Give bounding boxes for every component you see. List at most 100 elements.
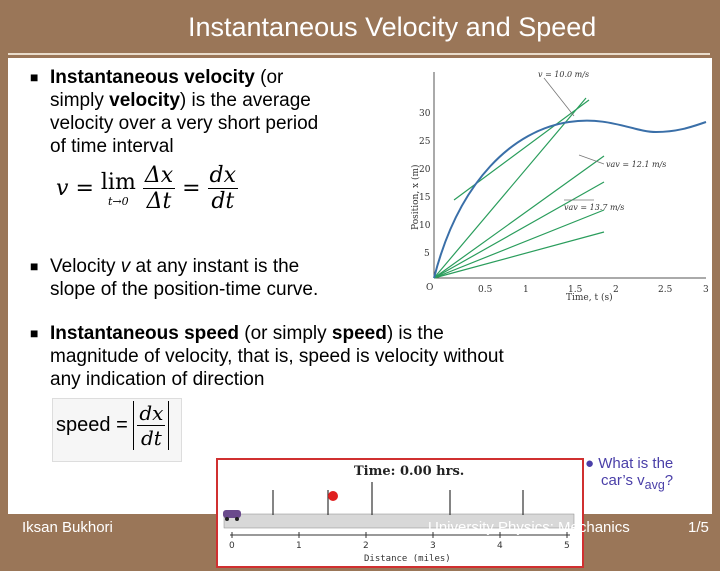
text-fragment: ) is the <box>386 323 444 344</box>
denominator: dt <box>211 189 235 214</box>
slide-title: Instantaneous Velocity and Speed <box>188 12 597 42</box>
annotation-leader <box>543 77 575 117</box>
red-ball <box>328 491 338 501</box>
denominator: dt <box>140 426 162 450</box>
car-icon <box>223 510 241 518</box>
distance-tick-label: 5 <box>564 541 570 551</box>
road <box>223 513 575 529</box>
x-tick-label: 2.5 <box>658 285 673 295</box>
y-tick-label: 5 <box>424 249 430 259</box>
formula-equals: = <box>116 414 128 436</box>
y-tick-label: 20 <box>419 165 431 175</box>
bullet-velocity-slope: ■ Velocity v at any instant is the slope… <box>30 255 400 301</box>
x-tick-label: 1.5 <box>568 285 583 295</box>
distance-tick-label: 3 <box>430 541 436 551</box>
variable-v: v <box>120 256 131 277</box>
origin-label: O <box>426 283 433 293</box>
annotation-vav-mid: vav = 12.1 m/s <box>606 160 666 169</box>
footer-page-number: 1/5 <box>688 519 709 536</box>
text-fragment: (or <box>254 67 284 88</box>
distance-tick-label: 4 <box>497 541 503 551</box>
secant-line <box>433 97 587 279</box>
numerator: dx <box>137 401 166 426</box>
speed-formula: speed = dx dt <box>56 401 170 450</box>
secant-line <box>433 231 605 279</box>
denominator: Δt <box>146 189 172 214</box>
text-fragment: at any instant is the <box>130 256 300 277</box>
bullet-instantaneous-speed: ■ Instantaneous speed (or simply speed) … <box>30 322 690 391</box>
y-tick-label: 10 <box>419 221 431 231</box>
term-velocity: velocity <box>109 90 180 111</box>
bullet-marker: ■ <box>30 258 39 274</box>
numerator: Δx <box>142 163 176 189</box>
x-tick-labels: 0.5 1 1.5 2 2.5 3 <box>478 285 709 295</box>
formula-lhs: v <box>56 176 69 201</box>
fraction-derivative: dx dt <box>207 163 239 214</box>
annotation-vav-low: vav = 13.7 m/s <box>564 203 624 212</box>
footer-course: University Physics: Mechanics <box>428 519 630 536</box>
text-line: of time interval <box>50 136 174 157</box>
velocity-formula: v = lim t→0 Δx Δt = dx dt <box>56 163 239 214</box>
question-subscript: avg <box>644 478 665 492</box>
car-animation: Time: 0.00 hrs. 0 1 2 3 4 5 Distance (miles) <box>216 458 584 568</box>
fraction-delta: Δx Δt <box>142 163 176 214</box>
text-fragment: (or simply <box>239 323 332 344</box>
car-wheel <box>235 517 239 521</box>
position-curve <box>433 119 707 279</box>
question-car-vavg: ● What is the car’s vavg? <box>585 455 673 494</box>
text-line: any indication of direction <box>50 369 265 390</box>
bullet-instantaneous-velocity: ■ Instantaneous velocity (or simply velo… <box>30 66 400 158</box>
question-line: What is the <box>598 455 674 472</box>
question-line: car’s v <box>601 472 645 489</box>
x-axis-label: Time, t (s) <box>566 292 613 303</box>
footer-author: Iksan Bukhori <box>22 519 113 536</box>
numerator: dx <box>207 163 239 189</box>
secant-line <box>433 181 605 279</box>
bullet-marker: ■ <box>30 69 39 85</box>
y-tick-label: 30 <box>419 109 431 119</box>
y-tick-label: 25 <box>419 137 431 147</box>
slide: Instantaneous Velocity and Speed ■ Insta… <box>8 12 712 568</box>
content-panel: ■ Instantaneous velocity (or simply velo… <box>8 58 712 568</box>
secant-line <box>433 209 605 279</box>
text-line: slope of the position-time curve. <box>50 279 319 300</box>
distance-tick-label: 0 <box>229 541 235 551</box>
fraction-derivative: dx dt <box>137 401 166 450</box>
distance-tick-label: 1 <box>296 541 302 551</box>
text-line: magnitude of velocity, that is, speed is… <box>50 346 504 367</box>
formula-equals: = <box>75 176 94 201</box>
title-divider <box>8 53 710 55</box>
distance-tick-label: 2 <box>363 541 369 551</box>
text-line: velocity over a very short period <box>50 113 319 134</box>
x-tick-label: 1 <box>523 285 529 295</box>
question-mark: ? <box>664 472 674 489</box>
limit-subscript: t→0 <box>108 194 129 208</box>
limit-text: lim <box>100 169 136 195</box>
bullet-marker: ■ <box>30 325 39 341</box>
y-axis-label: Position, x (m) <box>410 164 421 230</box>
x-tick-label: 2 <box>613 285 619 295</box>
secant-line <box>433 155 605 279</box>
text-fragment: ) is the average <box>179 90 311 111</box>
x-tick-label: 0.5 <box>478 285 493 295</box>
text-fragment: simply <box>50 90 110 111</box>
speed-formula-box <box>52 398 182 462</box>
animation-canvas: Time: 0.00 hrs. 0 1 2 3 4 5 Distance (miles) <box>223 464 575 564</box>
y-tick-labels: 5 10 15 20 25 30 <box>419 109 431 259</box>
annotation-leader <box>578 154 605 165</box>
term-speed: speed <box>331 323 387 344</box>
abs-derivative: dx dt <box>133 401 170 450</box>
annotation-v: v = 10.0 m/s <box>538 70 589 79</box>
text-fragment: Velocity <box>50 256 121 277</box>
question-bullet-icon: ● <box>585 455 599 472</box>
car-wheel <box>225 517 229 521</box>
distance-axis-label: Distance (miles) <box>364 554 451 564</box>
formula-equals: = <box>182 176 201 201</box>
position-time-graph: v = 10.0 m/s vav = 12.1 m/s vav = 13.7 m… <box>410 70 709 303</box>
time-label: Time: 0.00 hrs. <box>354 464 464 479</box>
term-instantaneous-speed: Instantaneous speed <box>50 323 239 344</box>
formula-lhs: speed <box>56 414 111 436</box>
x-tick-label: 3 <box>703 285 709 295</box>
formula-limit: lim t→0 <box>101 170 136 208</box>
y-tick-label: 15 <box>419 193 431 203</box>
